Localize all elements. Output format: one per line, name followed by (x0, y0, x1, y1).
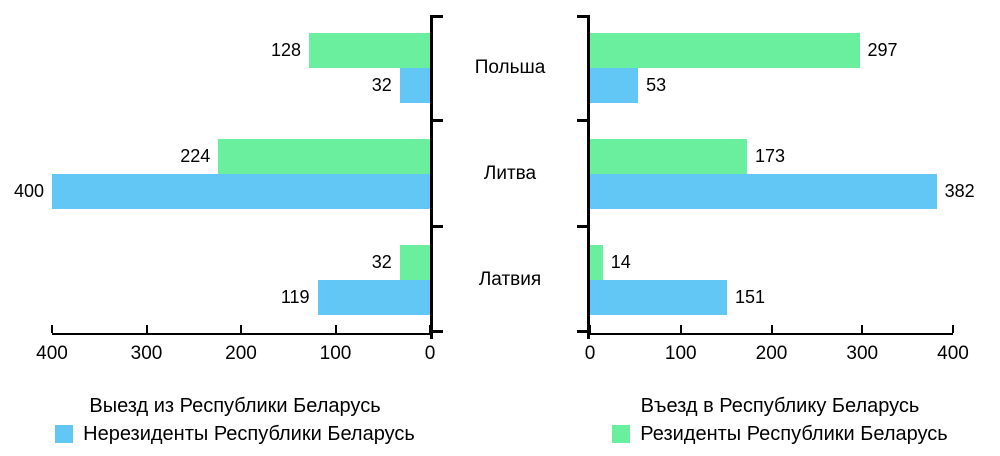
bar-left-polsha-residents: 128 (271, 33, 430, 68)
left-chart-panel: 128 32 224 400 32 119 (14, 15, 443, 364)
tick-mark (770, 325, 773, 333)
bar-right-polsha-nonresidents: 53 (590, 68, 666, 103)
right-category-axis-line (587, 15, 590, 339)
tick-mark (145, 325, 148, 333)
tick-mark (433, 119, 443, 122)
bar-right-polsha-residents: 297 (590, 33, 898, 68)
tick-mark (51, 325, 53, 333)
tick-mark (433, 225, 443, 228)
x-tick-label: 0 (584, 343, 596, 364)
tick-mark (577, 15, 587, 18)
tick-mark (679, 325, 682, 333)
bar-value-label: 297 (867, 40, 898, 60)
bar-value-label: 224 (180, 146, 211, 166)
bar-value-label: 173 (754, 146, 786, 166)
bar-value-label: 382 (944, 181, 975, 201)
left-chart-footer: Выезд из Республики Беларусь Нерезиденты… (0, 394, 470, 446)
tick-mark (433, 15, 443, 18)
bar-right-litva-nonresidents: 382 (590, 174, 975, 209)
tick-mark (577, 225, 587, 228)
tick-mark (861, 325, 864, 333)
bar-right-latvia-nonresidents: 151 (590, 280, 765, 315)
right-value-axis-line (587, 333, 953, 335)
bar-value-label: 32 (371, 252, 392, 272)
bar-value-label: 128 (271, 40, 302, 60)
category-label-litva: Литва (483, 163, 537, 184)
bar-value-label: 151 (735, 287, 766, 307)
right-chart-panel: 297 53 173 382 14 151 (577, 15, 975, 364)
category-axis-labels: Польша Литва Латвия (430, 15, 590, 333)
x-tick-label: 0 (424, 343, 436, 364)
left-axis-title: Выезд из Республики Беларусь (89, 395, 381, 417)
right-chart-footer: Въезд в Республику Беларусь Резиденты Ре… (560, 394, 1000, 446)
legend-left: Нерезиденты Республики Беларусь (0, 422, 470, 446)
legend-label-residents: Резиденты Республики Беларусь (640, 423, 948, 445)
category-label-latvia: Латвия (478, 269, 542, 290)
x-tick-label: 400 (937, 343, 969, 364)
bar-left-latvia-residents: 32 (372, 245, 430, 280)
category-label-polsha: Польша (474, 57, 546, 78)
left-category-axis-line (430, 15, 433, 339)
x-tick-label: 100 (664, 343, 697, 364)
bar-left-polsha-nonresidents: 32 (372, 68, 430, 103)
tick-mark (577, 330, 587, 333)
x-tick-label: 200 (225, 343, 257, 364)
x-tick-label: 300 (130, 343, 163, 364)
bar-right-latvia-residents: 14 (590, 245, 631, 280)
bar-value-label: 119 (280, 287, 310, 307)
right-row-polsha: 297 53 (590, 15, 953, 121)
x-tick-label: 100 (319, 343, 352, 364)
bar-left-latvia-nonresidents: 119 (281, 280, 430, 315)
left-row-litva: 224 400 (14, 121, 430, 227)
tick-mark (952, 325, 954, 333)
tick-mark (429, 325, 431, 333)
left-row-polsha: 128 32 (52, 15, 430, 121)
bar-left-litva-nonresidents: 400 (14, 174, 430, 209)
tick-mark (577, 119, 587, 122)
bar-value-label: 400 (13, 181, 44, 201)
tick-mark (589, 325, 591, 333)
legend-label-nonresidents: Нерезиденты Республики Беларусь (83, 423, 415, 445)
tick-mark (433, 330, 443, 333)
tick-mark (334, 325, 337, 333)
bar-left-litva-residents: 224 (180, 139, 430, 174)
x-tick-label: 400 (36, 343, 68, 364)
left-value-axis-line (52, 333, 433, 335)
x-tick-label: 300 (846, 343, 879, 364)
right-row-latvia: 14 151 (590, 227, 953, 333)
bar-value-label: 32 (371, 75, 392, 95)
right-axis-title: Въезд в Республику Беларусь (640, 395, 920, 417)
bar-value-label: 14 (610, 252, 631, 272)
x-tick-label: 200 (755, 343, 788, 364)
tick-mark (240, 325, 242, 333)
legend-right: Резиденты Республики Беларусь (560, 422, 1000, 446)
bar-right-litva-residents: 173 (590, 139, 785, 174)
legend-swatch-nonresidents (55, 425, 74, 443)
right-row-litva: 173 382 (590, 121, 975, 227)
bar-value-label: 53 (646, 75, 667, 95)
legend-swatch-residents (612, 425, 631, 443)
left-row-latvia: 32 119 (52, 227, 430, 333)
